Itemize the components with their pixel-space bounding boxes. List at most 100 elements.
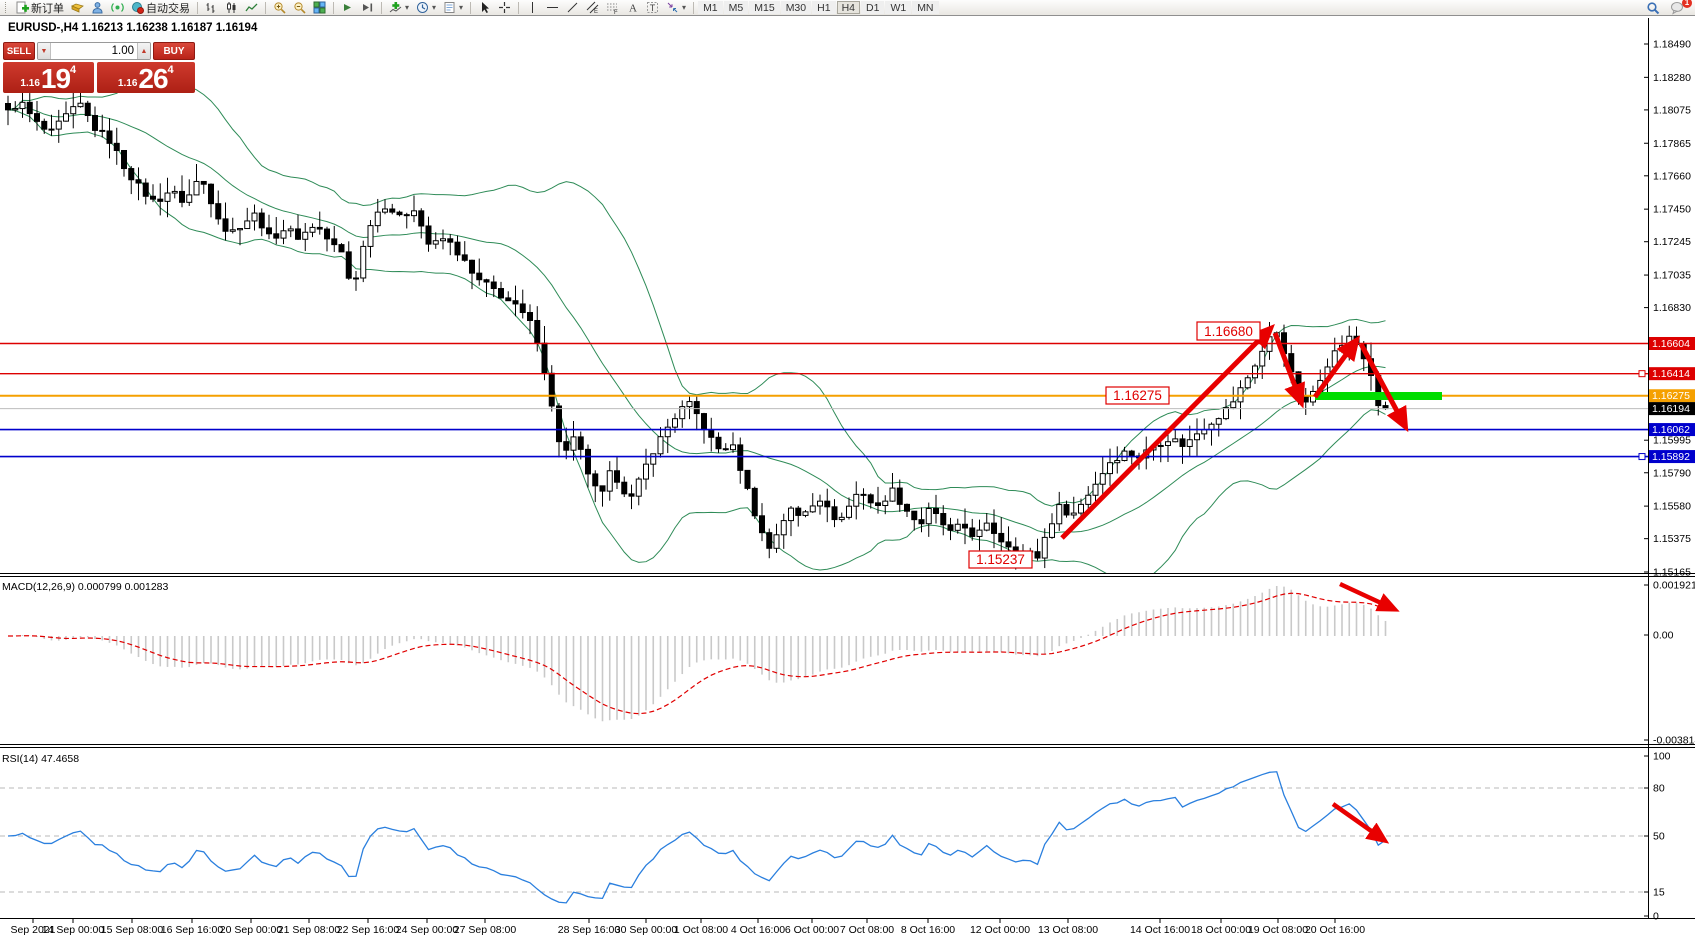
new-order-button[interactable]: 新订单	[13, 1, 67, 15]
tab-timeframe-h4[interactable]: H4	[836, 1, 860, 14]
profiles-button[interactable]	[68, 1, 87, 15]
price-annotation-label[interactable]: 1.15237	[968, 550, 1033, 569]
svg-text:1.16194: 1.16194	[1652, 403, 1690, 415]
fibonacci-icon: F	[606, 1, 619, 14]
volume-increase-button[interactable]: ▲	[137, 43, 150, 59]
horizontal-line-tool-button[interactable]	[543, 1, 562, 15]
candlestick-chart-button[interactable]	[222, 1, 241, 15]
tile-windows-icon	[313, 1, 326, 14]
svg-text:Sep 2021: Sep 2021	[11, 924, 56, 936]
zoom-out-icon	[293, 1, 306, 14]
search-button[interactable]	[1643, 1, 1663, 15]
trendline-tool-button[interactable]	[563, 1, 582, 15]
text-tool-button[interactable]: A	[623, 1, 642, 15]
svg-text:12 Oct 00:00: 12 Oct 00:00	[970, 924, 1030, 936]
crosshair-button[interactable]	[495, 1, 514, 15]
channel-tool-button[interactable]: E	[583, 1, 602, 15]
dropdown-caret: ▾	[682, 3, 687, 12]
sell-button[interactable]: SELL	[3, 42, 35, 60]
tab-timeframe-d1[interactable]: D1	[861, 1, 885, 14]
auto-scroll-button[interactable]	[338, 1, 357, 15]
svg-text:22 Sep 16:00: 22 Sep 16:00	[337, 924, 400, 936]
tab-timeframe-m5[interactable]: M5	[723, 1, 749, 14]
line-select-handle[interactable]	[1638, 453, 1646, 461]
price-annotation-label[interactable]: 1.16275	[1105, 386, 1170, 405]
svg-text:20 Oct 16:00: 20 Oct 16:00	[1305, 924, 1365, 936]
templates-button[interactable]: ▾	[440, 1, 466, 15]
zoom-out-button[interactable]	[290, 1, 309, 15]
price-level-lines[interactable]	[0, 342, 1648, 461]
tab-timeframe-h1[interactable]: H1	[812, 1, 836, 14]
svg-text:1.15375: 1.15375	[1653, 533, 1691, 545]
trend-arrows[interactable]	[1060, 324, 1409, 540]
chart-title-ohlc: EURUSD-,H4 1.16213 1.16238 1.16187 1.161…	[8, 22, 258, 34]
label-tool-button[interactable]: T	[643, 1, 662, 15]
signal-button[interactable]	[108, 1, 127, 15]
price-axis-badge: 1.16604	[1649, 336, 1695, 350]
svg-text:100: 100	[1653, 751, 1671, 763]
tab-timeframe-m30[interactable]: M30	[780, 1, 812, 14]
price-axis-badge: 1.16062	[1649, 423, 1695, 437]
market-watch-button[interactable]	[88, 1, 107, 15]
tile-windows-button[interactable]	[310, 1, 329, 15]
green-zone-rectangle[interactable]	[1315, 392, 1442, 400]
bollinger-bands[interactable]	[7, 75, 1386, 581]
price-pane[interactable]	[5, 75, 1389, 581]
buy-price-panel[interactable]: 1.16 26 4	[96, 62, 195, 93]
indicators-button[interactable]: ▾	[386, 1, 412, 15]
fibonacci-tool-button[interactable]: F	[603, 1, 622, 15]
tab-timeframe-mn[interactable]: MN	[912, 1, 939, 14]
buy-button[interactable]: BUY	[153, 42, 195, 60]
trend-arrow[interactable]	[1060, 324, 1275, 540]
svg-text:E: E	[594, 9, 598, 14]
notifications-button[interactable]: 1	[1667, 0, 1692, 15]
autotrade-button[interactable]: 自动交易	[128, 1, 193, 15]
macd-pane[interactable]	[7, 581, 1400, 722]
horizontal-line-icon	[546, 1, 559, 14]
line-select-handle[interactable]	[1638, 370, 1646, 378]
volume-input[interactable]	[51, 43, 137, 59]
trend-arrow[interactable]	[1272, 332, 1305, 409]
crosshair-icon	[498, 1, 511, 14]
tab-timeframe-m1[interactable]: M1	[698, 1, 723, 14]
chart-shift-button[interactable]	[358, 1, 377, 15]
arrows-icon	[666, 1, 679, 14]
svg-text:0.001921: 0.001921	[1653, 580, 1695, 592]
vertical-line-tool-button[interactable]	[523, 1, 542, 15]
indicators-icon	[389, 1, 402, 14]
tab-timeframe-m15[interactable]: M15	[749, 1, 780, 14]
svg-text:14 Oct 16:00: 14 Oct 16:00	[1130, 924, 1190, 936]
sell-price-panel[interactable]: 1.16 19 4	[3, 62, 94, 93]
svg-text:1.16275: 1.16275	[1113, 388, 1162, 403]
svg-text:1.17450: 1.17450	[1653, 204, 1691, 216]
trendline-icon	[566, 1, 579, 14]
candles-group	[5, 86, 1389, 570]
zoom-in-button[interactable]	[270, 1, 289, 15]
price-axis[interactable]: 1.18490 1.18280 1.18075 1.17865 1.17660 1.174…	[1644, 39, 1695, 923]
cursor-button[interactable]	[475, 1, 494, 15]
periods-button[interactable]: ▾	[413, 1, 439, 15]
svg-text:8 Oct 16:00: 8 Oct 16:00	[901, 924, 955, 936]
line-chart-button[interactable]	[242, 1, 261, 15]
tab-timeframe-w1[interactable]: W1	[885, 1, 912, 14]
toolbar-separator	[265, 1, 266, 14]
svg-text:7 Oct 08:00: 7 Oct 08:00	[840, 924, 894, 936]
volume-decrease-button[interactable]: ▼	[38, 43, 51, 59]
macd-trend-arrow[interactable]	[1339, 581, 1400, 612]
rsi-trend-arrow[interactable]	[1331, 802, 1390, 844]
arrows-tool-button[interactable]: ▾	[663, 1, 689, 15]
svg-text:1.15580: 1.15580	[1653, 501, 1691, 513]
svg-text:80: 80	[1653, 783, 1665, 795]
trend-arrow[interactable]	[1358, 342, 1409, 433]
text-icon: A	[626, 1, 639, 15]
svg-text:15 Sep 08:00: 15 Sep 08:00	[101, 924, 164, 936]
price-annotation-label[interactable]: 1.16680	[1196, 321, 1261, 341]
trend-arrow[interactable]	[1312, 335, 1361, 399]
svg-text:0: 0	[1653, 911, 1659, 923]
svg-text:1.15995: 1.15995	[1653, 435, 1691, 447]
bar-chart-button[interactable]	[202, 1, 221, 15]
svg-text:1.16414: 1.16414	[1652, 368, 1690, 380]
autotrade-label: 自动交易	[146, 2, 190, 15]
